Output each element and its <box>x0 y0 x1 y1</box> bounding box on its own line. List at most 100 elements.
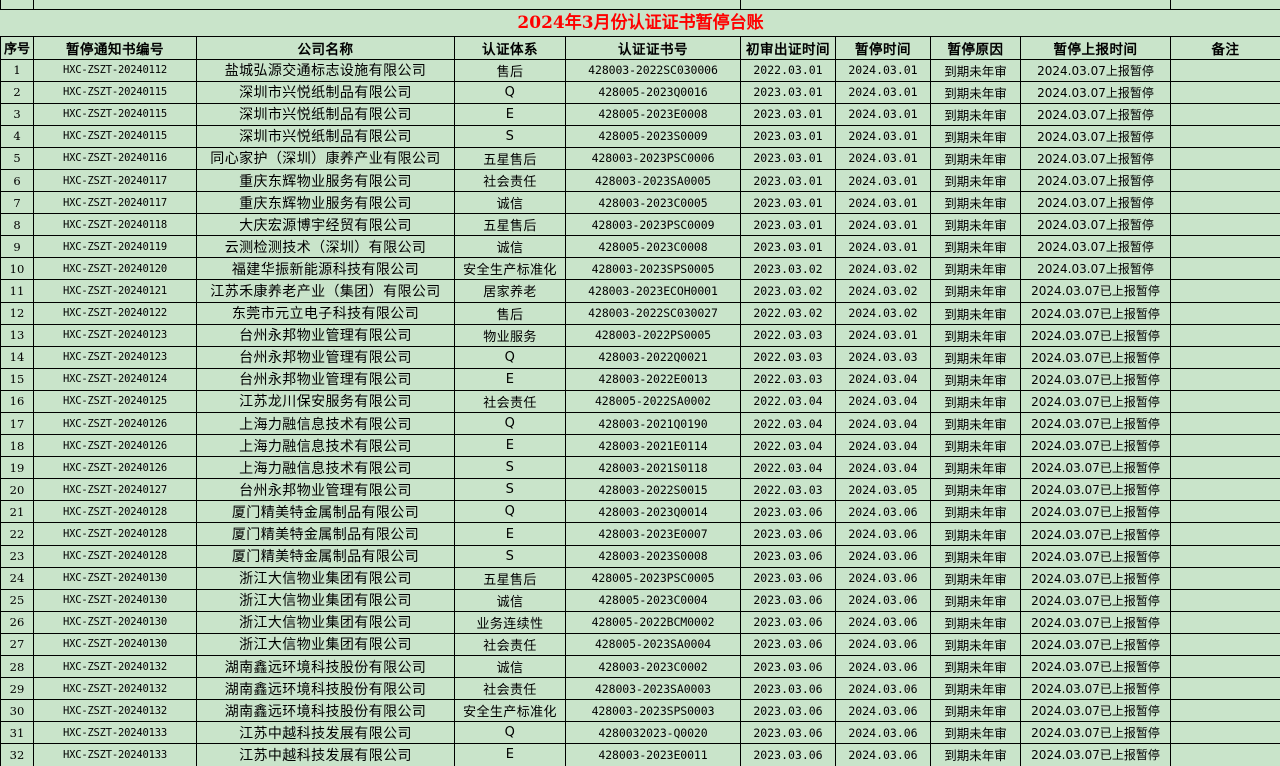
cell-report[interactable]: 2024.03.07已上报暂停 <box>1020 522 1171 546</box>
cell-report[interactable]: 2024.03.07已上报暂停 <box>1020 566 1171 590</box>
cell-system[interactable]: E <box>454 367 566 391</box>
cell-remark[interactable] <box>1170 699 1280 723</box>
cell-company[interactable]: 厦门精美特金属制品有限公司 <box>196 544 455 568</box>
table-row[interactable]: 10 HXC-ZSZT-20240120 福建华振新能源科技有限公司 安全生产标准化 4… <box>0 257 1280 281</box>
cell-date1[interactable]: 2022.03.04 <box>740 389 836 414</box>
cell-reason[interactable]: 到期未年审 <box>930 301 1021 325</box>
cell-cert[interactable]: 428003-2021S0118 <box>565 456 741 480</box>
cell-company[interactable]: 深圳市兴悦纸制品有限公司 <box>196 80 455 104</box>
table-row[interactable]: 32 HXC-ZSZT-20240133 江苏中越科技发展有限公司 E 428003-2… <box>0 743 1280 766</box>
cell-date2[interactable]: 2024.03.04 <box>835 434 931 458</box>
cell-index[interactable]: 14 <box>0 345 34 369</box>
cell-remark[interactable] <box>1170 632 1280 657</box>
table-row[interactable]: 4 HXC-ZSZT-20240115 深圳市兴悦纸制品有限公司 S 428005-20… <box>0 124 1280 148</box>
cell-date2[interactable]: 2024.03.04 <box>835 367 931 391</box>
cell-report[interactable]: 2024.03.07上报暂停 <box>1020 80 1171 104</box>
column-header-reason[interactable]: 暂停原因 <box>930 35 1021 60</box>
cell-date2[interactable]: 2024.03.02 <box>835 279 931 303</box>
cell-cert[interactable]: 428003-2023PSC0006 <box>565 146 741 170</box>
table-row[interactable]: 3 HXC-ZSZT-20240115 深圳市兴悦纸制品有限公司 E 428005-20… <box>0 102 1280 126</box>
cell-reason[interactable]: 到期未年审 <box>930 721 1021 745</box>
cell-company[interactable]: 上海力融信息技术有限公司 <box>196 411 455 436</box>
cell-index[interactable]: 31 <box>0 721 34 745</box>
table-row[interactable]: 22 HXC-ZSZT-20240128 厦门精美特金属制品有限公司 E 428003-… <box>0 522 1280 546</box>
cell-company[interactable]: 江苏中越科技发展有限公司 <box>196 743 455 766</box>
column-header-notice[interactable]: 暂停通知书编号 <box>33 35 197 60</box>
cell-date2[interactable]: 2024.03.01 <box>835 80 931 104</box>
cell-company[interactable]: 浙江大信物业集团有限公司 <box>196 632 455 657</box>
cell-report[interactable]: 2024.03.07已上报暂停 <box>1020 655 1171 679</box>
cell-company[interactable]: 同心家护（深圳）康养产业有限公司 <box>196 146 455 170</box>
cell-date2[interactable]: 2024.03.01 <box>835 58 931 82</box>
cell-cert[interactable]: 428003-2023E0011 <box>565 743 741 766</box>
cell-cert[interactable]: 428003-2023C0005 <box>565 191 741 215</box>
cell-index[interactable]: 28 <box>0 655 34 679</box>
cell-date1[interactable]: 2023.03.06 <box>740 632 836 657</box>
cell-date1[interactable]: 2022.03.01 <box>740 58 836 82</box>
cell-date1[interactable]: 2023.03.06 <box>740 699 836 723</box>
cell-company[interactable]: 台州永邦物业管理有限公司 <box>196 345 455 369</box>
cell-date2[interactable]: 2024.03.03 <box>835 345 931 369</box>
cell-system[interactable]: Q <box>454 721 566 745</box>
cell-company[interactable]: 浙江大信物业集团有限公司 <box>196 566 455 590</box>
cell-index[interactable]: 25 <box>0 588 34 612</box>
table-row[interactable]: 18 HXC-ZSZT-20240126 上海力融信息技术有限公司 E 428003-2… <box>0 434 1280 458</box>
cell-reason[interactable]: 到期未年审 <box>930 478 1021 502</box>
cell-report[interactable]: 2024.03.07上报暂停 <box>1020 58 1171 82</box>
table-row[interactable]: 24 HXC-ZSZT-20240130 浙江大信物业集团有限公司 五星售后 42800… <box>0 566 1280 590</box>
cell-date2[interactable]: 2024.03.06 <box>835 677 931 701</box>
cell-report[interactable]: 2024.03.07已上报暂停 <box>1020 389 1171 414</box>
cell-company[interactable]: 台州永邦物业管理有限公司 <box>196 478 455 502</box>
cell-date1[interactable]: 2023.03.06 <box>740 743 836 766</box>
cell-report[interactable]: 2024.03.07已上报暂停 <box>1020 632 1171 657</box>
cell-index[interactable]: 24 <box>0 566 34 590</box>
cell-date1[interactable]: 2023.03.06 <box>740 566 836 590</box>
table-row[interactable]: 11 HXC-ZSZT-20240121 江苏禾康养老产业（集团）有限公司 居家养老 4… <box>0 279 1280 303</box>
table-row[interactable]: 13 HXC-ZSZT-20240123 台州永邦物业管理有限公司 物业服务 42800… <box>0 323 1280 347</box>
cell-notice[interactable]: HXC-ZSZT-20240132 <box>33 677 197 701</box>
cell-system[interactable]: 安全生产标准化 <box>454 699 566 723</box>
cell-system[interactable]: E <box>454 522 566 546</box>
cell-date2[interactable]: 2024.03.06 <box>835 500 931 524</box>
cell-date1[interactable]: 2023.03.01 <box>740 235 836 259</box>
cell-date1[interactable]: 2023.03.01 <box>740 146 836 170</box>
cell-date1[interactable]: 2023.03.01 <box>740 213 836 237</box>
cell-reason[interactable]: 到期未年审 <box>930 566 1021 590</box>
cell-company[interactable]: 台州永邦物业管理有限公司 <box>196 323 455 347</box>
cell-system[interactable]: Q <box>454 411 566 436</box>
cell-report[interactable]: 2024.03.07已上报暂停 <box>1020 500 1171 524</box>
cell-date1[interactable]: 2023.03.06 <box>740 500 836 524</box>
cell-date2[interactable]: 2024.03.02 <box>835 301 931 325</box>
cell-date2[interactable]: 2024.03.01 <box>835 124 931 148</box>
cell-company[interactable]: 湖南鑫远环境科技股份有限公司 <box>196 655 455 679</box>
cell-reason[interactable]: 到期未年审 <box>930 168 1021 193</box>
cell-remark[interactable] <box>1170 146 1280 170</box>
cell-company[interactable]: 深圳市兴悦纸制品有限公司 <box>196 124 455 148</box>
cell-date1[interactable]: 2022.03.02 <box>740 301 836 325</box>
cell-reason[interactable]: 到期未年审 <box>930 345 1021 369</box>
cell-date1[interactable]: 2023.03.06 <box>740 721 836 745</box>
cell-index[interactable]: 2 <box>0 80 34 104</box>
cell-date1[interactable]: 2023.03.01 <box>740 168 836 193</box>
column-header-system[interactable]: 认证体系 <box>454 35 566 60</box>
cell-date2[interactable]: 2024.03.06 <box>835 544 931 568</box>
cell-company[interactable]: 云测检测技术（深圳）有限公司 <box>196 235 455 259</box>
cell-notice[interactable]: HXC-ZSZT-20240130 <box>33 632 197 657</box>
cell-cert[interactable]: 428003-2023SPS0003 <box>565 699 741 723</box>
cell-index[interactable]: 16 <box>0 389 34 414</box>
table-row[interactable]: 23 HXC-ZSZT-20240128 厦门精美特金属制品有限公司 S 428003-… <box>0 544 1280 568</box>
cell-notice[interactable]: HXC-ZSZT-20240115 <box>33 80 197 104</box>
cell-notice[interactable]: HXC-ZSZT-20240121 <box>33 279 197 303</box>
cell-report[interactable]: 2024.03.07已上报暂停 <box>1020 721 1171 745</box>
cell-reason[interactable]: 到期未年审 <box>930 743 1021 766</box>
cell-system[interactable]: 业务连续性 <box>454 610 566 634</box>
cell-notice[interactable]: HXC-ZSZT-20240119 <box>33 235 197 259</box>
cell-system[interactable]: 安全生产标准化 <box>454 257 566 281</box>
cell-reason[interactable]: 到期未年审 <box>930 279 1021 303</box>
cell-notice[interactable]: HXC-ZSZT-20240115 <box>33 102 197 126</box>
cell-reason[interactable]: 到期未年审 <box>930 456 1021 480</box>
cell-report[interactable]: 2024.03.07上报暂停 <box>1020 124 1171 148</box>
cell-notice[interactable]: HXC-ZSZT-20240128 <box>33 544 197 568</box>
cell-index[interactable]: 8 <box>0 213 34 237</box>
cell-company[interactable]: 厦门精美特金属制品有限公司 <box>196 522 455 546</box>
